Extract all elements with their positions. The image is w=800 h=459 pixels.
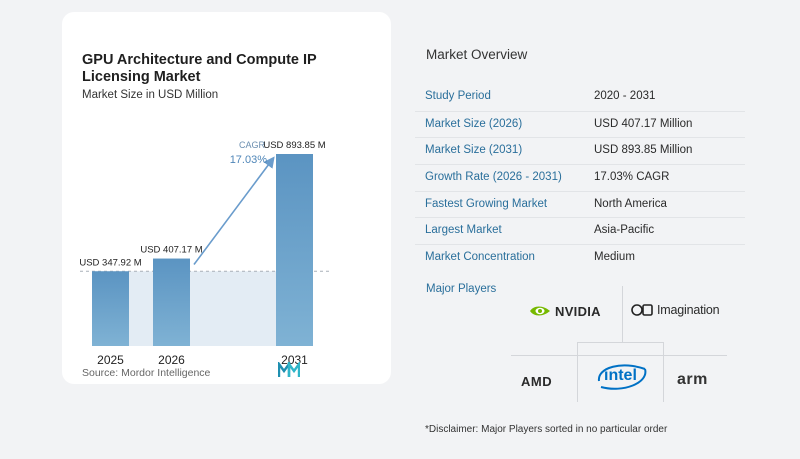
- row-value: Asia-Pacific: [594, 224, 655, 237]
- row-label: Market Size (2031): [425, 144, 523, 157]
- overview-row-size-2026: Market Size (2026) USD 407.17 Million: [415, 110, 745, 138]
- chart-subtitle: Market Size in USD Million: [82, 89, 219, 101]
- value-label-2025: USD 347.92 M: [79, 257, 141, 268]
- grid-divider: [622, 286, 623, 342]
- cagr-arrow: [193, 156, 275, 266]
- imagination-mark-icon: [631, 304, 653, 316]
- mordor-logo-icon: [278, 362, 300, 377]
- overview-row-size-2031: Market Size (2031) USD 893.85 Million: [415, 137, 745, 164]
- nvidia-eye-icon: [530, 306, 550, 316]
- disclaimer-text: *Disclaimer: Major Players sorted in no …: [425, 424, 668, 435]
- bar-chart: USD 347.92 M 2025 USD 407.17 M 2026 USD 893.…: [79, 140, 330, 367]
- row-label: Market Size (2026): [425, 117, 523, 130]
- row-value: USD 407.17 Million: [594, 117, 693, 130]
- row-value: North America: [594, 197, 667, 210]
- overview-table: Study Period 2020 - 2031 Market Size (20…: [415, 84, 745, 271]
- nvidia-logo: NVIDIA: [529, 303, 601, 319]
- cagr-label: CAGR: [239, 140, 266, 150]
- value-label-2026: USD 407.17 M: [140, 245, 202, 256]
- grid-divider: [663, 342, 664, 402]
- imagination-logo-text: Imagination: [657, 303, 720, 317]
- grid-divider: [577, 342, 664, 343]
- overview-row-largest-market: Largest Market Asia-Pacific: [415, 217, 745, 244]
- chart-title: GPU Architecture and Compute IP Licensin…: [82, 52, 317, 85]
- grid-divider: [577, 342, 578, 402]
- arm-logo: arm: [677, 371, 708, 388]
- nvidia-logo-text: NVIDIA: [555, 303, 601, 319]
- bar-2031: [276, 154, 313, 346]
- row-value: 17.03% CAGR: [594, 171, 670, 184]
- overview-row-concentration: Market Concentration Medium: [415, 244, 745, 271]
- market-size-card: GPU Architecture and Compute IP Licensin…: [62, 12, 391, 384]
- row-label: Fastest Growing Market: [425, 197, 548, 210]
- market-overview-panel: Market Overview Study Period 2020 - 2031…: [415, 0, 800, 459]
- intel-swirl-icon: [597, 364, 647, 390]
- row-label: Largest Market: [425, 224, 502, 237]
- row-label: Study Period: [425, 90, 491, 102]
- overview-row-study-period: Study Period 2020 - 2031: [415, 84, 745, 111]
- bar-2026: [153, 258, 190, 346]
- overview-title: Market Overview: [426, 47, 528, 62]
- grid-divider: [511, 355, 727, 356]
- row-value: 2020 - 2031: [594, 90, 656, 102]
- major-players-title: Major Players: [426, 283, 497, 295]
- intel-logo-text: intel: [604, 367, 637, 384]
- source-text: Source: Mordor Intelligence: [82, 367, 211, 379]
- row-label: Market Concentration: [425, 251, 535, 264]
- intel-logo: intel: [593, 357, 651, 397]
- overview-row-fastest-market: Fastest Growing Market North America: [415, 190, 745, 218]
- row-value: USD 893.85 Million: [594, 144, 693, 157]
- amd-logo: AMD: [521, 374, 553, 389]
- value-label-2031: USD 893.85 M: [263, 140, 325, 151]
- x-tick-2026: 2026: [158, 353, 185, 367]
- imagination-logo: Imagination: [631, 303, 720, 317]
- overview-row-growth-rate: Growth Rate (2026 - 2031) 17.03% CAGR: [415, 164, 745, 191]
- row-label: Growth Rate (2026 - 2031): [425, 171, 562, 184]
- cagr-value: 17.03%: [230, 154, 268, 166]
- row-value: Medium: [594, 251, 635, 264]
- x-tick-2025: 2025: [97, 353, 124, 367]
- bar-2025: [92, 271, 129, 346]
